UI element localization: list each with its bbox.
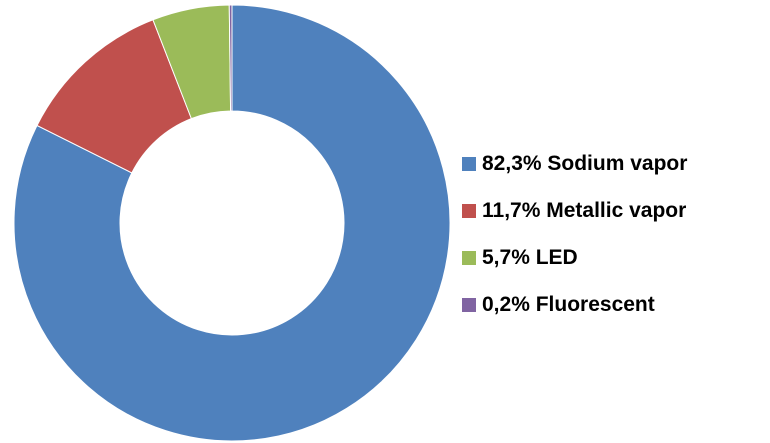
legend-swatch <box>462 298 476 312</box>
donut-segment <box>13 4 451 442</box>
legend-label: 0,2% Fluorescent <box>482 293 655 316</box>
donut-segment <box>228 4 233 112</box>
legend-swatch <box>462 204 476 218</box>
legend-label: 5,7% LED <box>482 246 578 269</box>
legend-value: 82,3% <box>482 152 542 175</box>
legend-swatch <box>462 157 476 171</box>
legend-swatch <box>462 251 476 265</box>
legend-name: Metallic vapor <box>546 199 686 222</box>
legend-value: 11,7% <box>482 199 541 222</box>
legend-value: 5,7% <box>482 246 530 269</box>
legend-name: Fluorescent <box>536 293 655 316</box>
legend-name: LED <box>536 246 578 269</box>
legend-value: 0,2% <box>482 293 530 316</box>
legend-name: Sodium vapor <box>547 152 687 175</box>
legend-label: 82,3% Sodium vapor <box>482 152 687 175</box>
legend-label: 11,7% Metallic vapor <box>482 199 686 222</box>
